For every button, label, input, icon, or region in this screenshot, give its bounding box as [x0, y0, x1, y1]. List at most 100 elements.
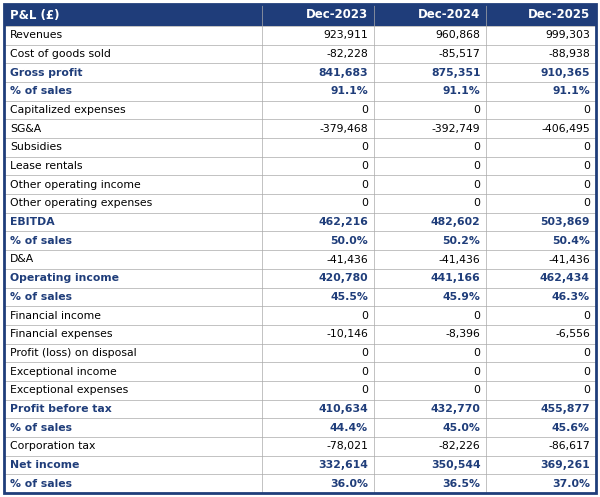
- Text: Dec-2023: Dec-2023: [306, 8, 368, 21]
- Bar: [4, 400, 596, 418]
- Text: 420,780: 420,780: [319, 273, 368, 283]
- Text: 0: 0: [361, 311, 368, 321]
- Text: 0: 0: [361, 348, 368, 358]
- Bar: [4, 4, 596, 26]
- Text: 455,877: 455,877: [541, 404, 590, 414]
- Bar: [4, 138, 596, 157]
- Text: 462,434: 462,434: [540, 273, 590, 283]
- Text: P&L (£): P&L (£): [10, 8, 59, 21]
- Text: 350,544: 350,544: [431, 460, 481, 470]
- Text: Lease rentals: Lease rentals: [10, 161, 83, 171]
- Text: 0: 0: [583, 105, 590, 115]
- Text: Dec-2024: Dec-2024: [418, 8, 481, 21]
- Text: D&A: D&A: [10, 254, 34, 264]
- Bar: [4, 288, 596, 306]
- Text: 50.2%: 50.2%: [443, 236, 481, 246]
- Text: EBITDA: EBITDA: [10, 217, 55, 227]
- Text: % of sales: % of sales: [10, 86, 72, 96]
- Bar: [4, 343, 596, 362]
- Text: Dec-2025: Dec-2025: [528, 8, 590, 21]
- Text: 462,216: 462,216: [318, 217, 368, 227]
- Text: 332,614: 332,614: [318, 460, 368, 470]
- Text: Operating income: Operating income: [10, 273, 119, 283]
- Text: -82,226: -82,226: [439, 441, 481, 451]
- Bar: [4, 175, 596, 194]
- Text: 91.1%: 91.1%: [330, 86, 368, 96]
- Text: 0: 0: [473, 143, 481, 153]
- Bar: [4, 26, 596, 45]
- Text: Profit (loss) on disposal: Profit (loss) on disposal: [10, 348, 137, 358]
- Bar: [4, 232, 596, 250]
- Bar: [4, 381, 596, 400]
- Text: 503,869: 503,869: [541, 217, 590, 227]
- Bar: [4, 437, 596, 456]
- Text: 45.0%: 45.0%: [443, 422, 481, 432]
- Text: 0: 0: [583, 161, 590, 171]
- Text: 45.9%: 45.9%: [443, 292, 481, 302]
- Text: 46.3%: 46.3%: [552, 292, 590, 302]
- Text: 0: 0: [473, 367, 481, 377]
- Bar: [4, 418, 596, 437]
- Bar: [4, 119, 596, 138]
- Text: 482,602: 482,602: [431, 217, 481, 227]
- Text: 0: 0: [473, 161, 481, 171]
- Bar: [4, 45, 596, 63]
- Bar: [4, 194, 596, 213]
- Text: % of sales: % of sales: [10, 479, 72, 489]
- Text: Subsidies: Subsidies: [10, 143, 62, 153]
- Text: -86,617: -86,617: [548, 441, 590, 451]
- Text: 0: 0: [473, 198, 481, 208]
- Bar: [4, 456, 596, 474]
- Text: -85,517: -85,517: [439, 49, 481, 59]
- Text: Net income: Net income: [10, 460, 79, 470]
- Text: 960,868: 960,868: [436, 30, 481, 40]
- Text: 0: 0: [361, 385, 368, 395]
- Text: -88,938: -88,938: [548, 49, 590, 59]
- Text: 0: 0: [473, 348, 481, 358]
- Bar: [4, 362, 596, 381]
- Text: 0: 0: [361, 180, 368, 190]
- Bar: [4, 157, 596, 175]
- Text: Exceptional income: Exceptional income: [10, 367, 117, 377]
- Bar: [4, 213, 596, 232]
- Text: -41,436: -41,436: [548, 254, 590, 264]
- Text: 0: 0: [473, 311, 481, 321]
- Text: 441,166: 441,166: [431, 273, 481, 283]
- Text: 0: 0: [583, 143, 590, 153]
- Text: Other operating expenses: Other operating expenses: [10, 198, 152, 208]
- Text: 0: 0: [583, 367, 590, 377]
- Text: Financial income: Financial income: [10, 311, 101, 321]
- Text: -10,146: -10,146: [326, 329, 368, 339]
- Text: 0: 0: [583, 311, 590, 321]
- Text: Cost of goods sold: Cost of goods sold: [10, 49, 111, 59]
- Text: -406,495: -406,495: [541, 124, 590, 134]
- Text: Gross profit: Gross profit: [10, 68, 83, 78]
- Text: 0: 0: [361, 105, 368, 115]
- Text: % of sales: % of sales: [10, 422, 72, 432]
- Text: 410,634: 410,634: [318, 404, 368, 414]
- Text: 50.4%: 50.4%: [552, 236, 590, 246]
- Text: 910,365: 910,365: [541, 68, 590, 78]
- Text: 999,303: 999,303: [545, 30, 590, 40]
- Text: 369,261: 369,261: [540, 460, 590, 470]
- Text: 45.5%: 45.5%: [330, 292, 368, 302]
- Text: 0: 0: [361, 143, 368, 153]
- Bar: [4, 325, 596, 343]
- Text: Corporation tax: Corporation tax: [10, 441, 95, 451]
- Text: -379,468: -379,468: [319, 124, 368, 134]
- Text: 0: 0: [473, 180, 481, 190]
- Text: -41,436: -41,436: [439, 254, 481, 264]
- Text: 0: 0: [473, 385, 481, 395]
- Text: -41,436: -41,436: [326, 254, 368, 264]
- Bar: [4, 269, 596, 288]
- Text: 0: 0: [583, 198, 590, 208]
- Bar: [4, 474, 596, 493]
- Text: 432,770: 432,770: [431, 404, 481, 414]
- Text: Profit before tax: Profit before tax: [10, 404, 112, 414]
- Text: 37.0%: 37.0%: [552, 479, 590, 489]
- Text: 36.5%: 36.5%: [442, 479, 481, 489]
- Bar: [4, 250, 596, 269]
- Text: Other operating income: Other operating income: [10, 180, 141, 190]
- Text: 0: 0: [583, 385, 590, 395]
- Text: % of sales: % of sales: [10, 236, 72, 246]
